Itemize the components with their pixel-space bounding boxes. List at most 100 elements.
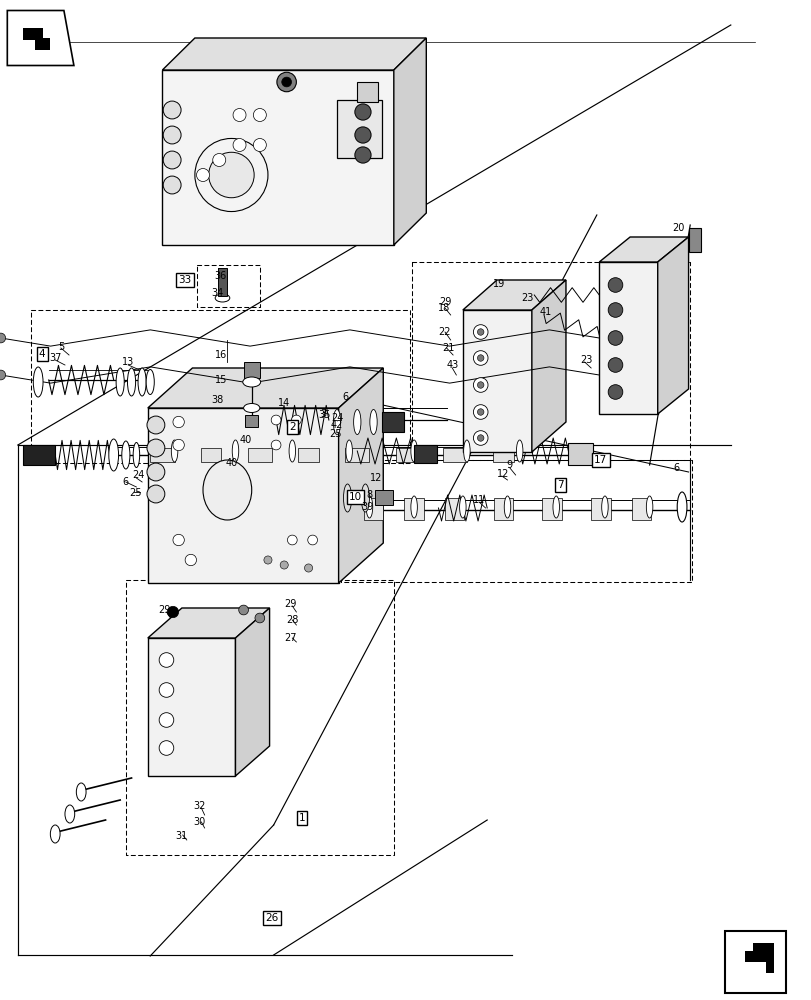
- Bar: [688, 228, 700, 252]
- Text: 22: 22: [437, 327, 450, 337]
- Circle shape: [147, 463, 165, 481]
- Circle shape: [233, 139, 246, 151]
- Ellipse shape: [370, 410, 377, 434]
- Circle shape: [233, 109, 246, 121]
- Ellipse shape: [215, 294, 230, 302]
- Circle shape: [271, 440, 281, 450]
- Ellipse shape: [459, 496, 466, 518]
- Ellipse shape: [676, 492, 686, 522]
- Circle shape: [607, 331, 622, 345]
- Text: 31: 31: [175, 831, 188, 841]
- Polygon shape: [338, 368, 383, 583]
- Circle shape: [607, 303, 622, 317]
- Circle shape: [238, 605, 248, 615]
- Circle shape: [147, 439, 165, 457]
- Circle shape: [147, 416, 165, 434]
- Text: 7: 7: [556, 480, 563, 490]
- Text: 18: 18: [437, 303, 450, 313]
- Text: 36: 36: [214, 271, 227, 281]
- Bar: [243, 362, 260, 378]
- Text: 29: 29: [284, 599, 297, 609]
- Ellipse shape: [146, 369, 154, 394]
- Circle shape: [277, 72, 296, 92]
- Circle shape: [208, 152, 254, 198]
- Bar: [414, 445, 436, 463]
- Polygon shape: [744, 943, 774, 973]
- Text: 32: 32: [193, 801, 206, 811]
- Text: 24: 24: [131, 470, 144, 480]
- Text: 25: 25: [129, 488, 142, 498]
- Text: 30: 30: [192, 817, 205, 827]
- Circle shape: [163, 176, 181, 194]
- Polygon shape: [148, 608, 269, 638]
- Circle shape: [287, 535, 297, 545]
- Text: 27: 27: [284, 633, 297, 643]
- Bar: [724, 931, 785, 993]
- Text: 9: 9: [505, 460, 512, 470]
- Polygon shape: [393, 38, 426, 245]
- Bar: [396, 448, 415, 462]
- Text: 29: 29: [158, 605, 171, 615]
- Circle shape: [253, 109, 266, 121]
- Circle shape: [354, 104, 371, 120]
- Bar: [217, 268, 227, 296]
- Circle shape: [173, 534, 184, 546]
- Ellipse shape: [463, 440, 470, 462]
- Bar: [363, 498, 383, 520]
- Polygon shape: [599, 237, 688, 262]
- Circle shape: [163, 101, 181, 119]
- Text: 11: 11: [472, 495, 485, 505]
- Ellipse shape: [65, 805, 75, 823]
- Text: 20: 20: [671, 223, 684, 233]
- Bar: [568, 443, 592, 465]
- Circle shape: [280, 561, 288, 569]
- Text: 26: 26: [265, 913, 278, 923]
- Polygon shape: [148, 638, 235, 776]
- Text: 13: 13: [122, 357, 135, 367]
- Text: 34: 34: [211, 288, 224, 298]
- Ellipse shape: [289, 440, 295, 462]
- Ellipse shape: [171, 440, 178, 462]
- Bar: [150, 448, 174, 462]
- Text: 1: 1: [298, 813, 305, 823]
- Circle shape: [147, 485, 165, 503]
- Polygon shape: [24, 28, 50, 50]
- Ellipse shape: [242, 377, 260, 387]
- Circle shape: [0, 370, 6, 380]
- Text: 35: 35: [318, 410, 331, 420]
- Text: 33: 33: [178, 275, 191, 285]
- Text: 19: 19: [492, 279, 505, 289]
- Circle shape: [196, 169, 209, 181]
- Ellipse shape: [504, 496, 510, 518]
- Ellipse shape: [232, 440, 238, 462]
- Circle shape: [173, 416, 184, 428]
- Bar: [245, 415, 258, 427]
- Circle shape: [477, 355, 483, 361]
- Text: 5: 5: [58, 342, 64, 352]
- Ellipse shape: [33, 367, 43, 397]
- Ellipse shape: [516, 440, 522, 462]
- Bar: [590, 498, 610, 520]
- Text: 4: 4: [39, 349, 45, 359]
- Ellipse shape: [243, 403, 260, 412]
- Ellipse shape: [345, 440, 352, 462]
- Polygon shape: [162, 70, 393, 245]
- Circle shape: [159, 713, 174, 727]
- Bar: [337, 100, 381, 158]
- Circle shape: [173, 439, 184, 451]
- Text: 24: 24: [331, 413, 344, 423]
- Bar: [542, 498, 561, 520]
- Circle shape: [255, 613, 264, 623]
- Ellipse shape: [354, 410, 361, 434]
- Polygon shape: [599, 262, 657, 414]
- Bar: [631, 498, 650, 520]
- Polygon shape: [162, 38, 426, 70]
- Polygon shape: [235, 608, 269, 776]
- Polygon shape: [7, 11, 74, 66]
- Text: 21: 21: [441, 343, 454, 353]
- Bar: [201, 448, 221, 462]
- Circle shape: [307, 535, 317, 545]
- Ellipse shape: [410, 440, 417, 462]
- Polygon shape: [462, 310, 531, 452]
- Circle shape: [159, 653, 174, 667]
